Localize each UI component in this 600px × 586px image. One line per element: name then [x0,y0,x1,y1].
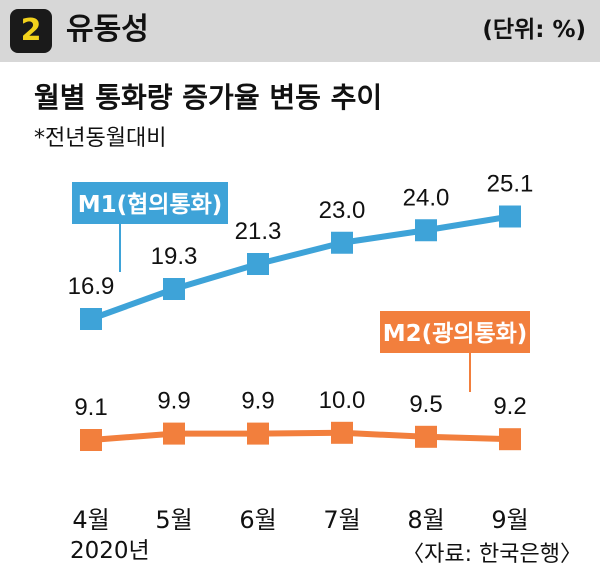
m2-value-label: 9.5 [409,391,442,418]
m2-value-label: 9.9 [157,388,190,415]
m1-value-label: 23.0 [319,197,366,224]
m1-point [80,308,102,330]
m2-point [163,422,185,445]
m1-point [415,219,437,242]
x-tick-label: 6월 [239,506,276,534]
m1-point [331,231,353,254]
section-number-badge: 2 [10,9,52,53]
x-tick-label: 5월 [155,506,192,534]
m2-value-label: 9.2 [493,393,526,420]
m1-value-label: 19.3 [151,243,198,270]
x-tick-label: 9월 [491,506,528,534]
m2-point [331,421,353,444]
m2-line [90,429,511,443]
m1-value-label: 24.0 [403,184,450,211]
m1-series-name: M1(협의통화) [78,192,223,218]
chart-title: 월별 통화량 증가율 변동 추이 [34,81,383,114]
m2-value-label: 10.0 [319,387,366,414]
x-tick-label: 7월 [323,506,360,534]
m1-line [89,213,511,322]
year-label: 2020년 [70,538,150,564]
m2-value-label: 9.1 [74,394,107,421]
m2-point [415,425,437,448]
m1-point [247,253,269,275]
m2-point [247,422,269,445]
chart-note: *전년동월대비 [34,126,167,151]
m2-series-name: M2(광의통화) [383,321,528,347]
m1-point [163,278,185,300]
m1-point [499,205,521,228]
m1-value-label: 25.1 [487,171,534,198]
m2-point [499,428,521,451]
x-tick-label: 4월 [72,506,109,534]
source-label: 〈자료: 한국은행〉 [402,542,582,567]
m2-value-label: 9.9 [241,388,274,415]
header-bar: 2 유동성 (단위: %) [0,0,600,62]
section-number: 2 [20,13,42,48]
unit-label: (단위: %) [482,17,586,43]
m2-callout-box [380,311,530,353]
m2-point [80,429,102,451]
m1-value-label: 21.3 [235,218,282,245]
x-tick-label: 8월 [407,506,444,534]
m1-value-label: 16.9 [68,273,115,300]
section-title: 유동성 [66,12,149,47]
m1-callout-box [72,182,228,224]
